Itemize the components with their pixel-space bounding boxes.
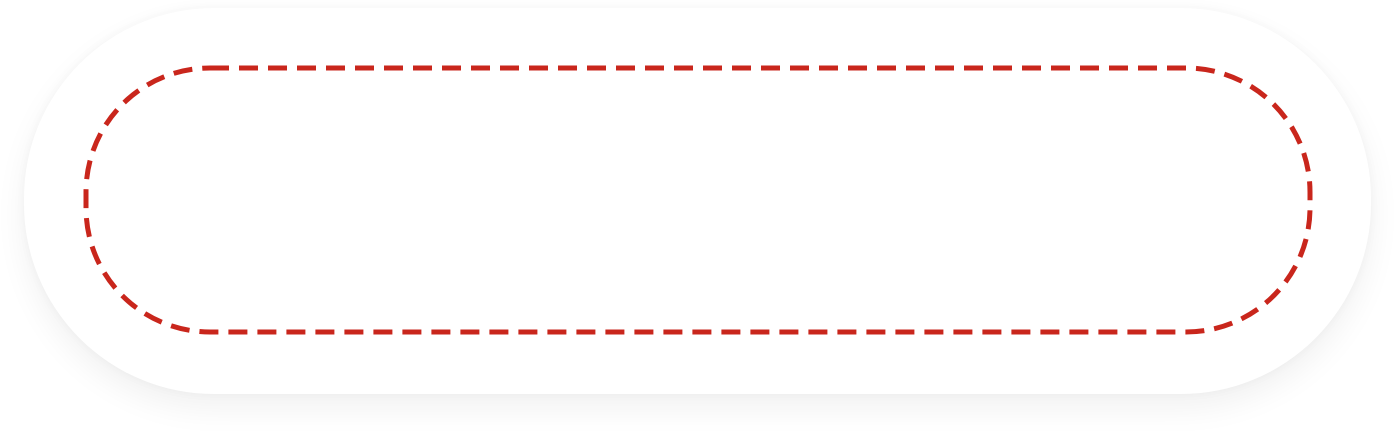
- drop-zone-border: [83, 65, 1313, 335]
- drop-zone-label: [86, 68, 1310, 332]
